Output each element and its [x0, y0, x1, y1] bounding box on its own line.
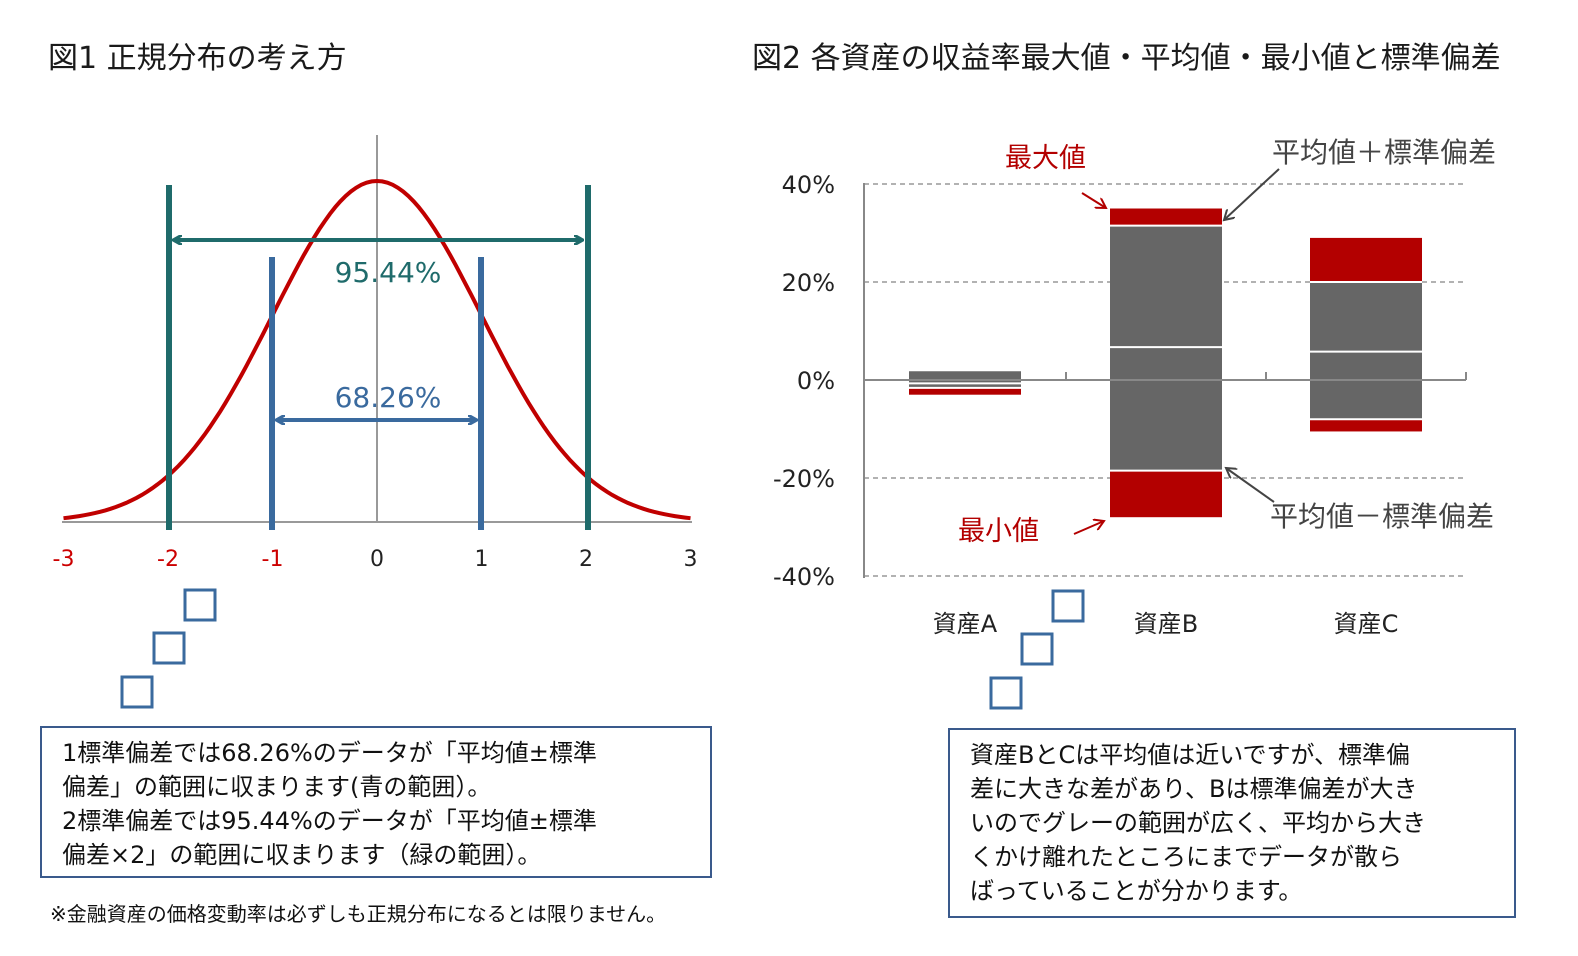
- pct-68-label: 68.26%: [335, 381, 442, 414]
- explanation-line: くかけ離れたところにまでデータが散ら: [970, 843, 1402, 871]
- min-segment: [1110, 470, 1222, 518]
- x-tick-label: 0: [370, 547, 384, 572]
- square-icon: [1051, 589, 1085, 623]
- pct-95-label: 95.44%: [335, 256, 442, 289]
- fig2-bars: [909, 208, 1422, 518]
- min-segment: [1310, 419, 1422, 432]
- explanation-line: いのでグレーの範囲が広く、平均から大き: [970, 809, 1426, 837]
- y-tick-label: 0%: [797, 367, 835, 395]
- x-tick-label: 3: [684, 547, 698, 572]
- min-value-label: 最小値: [958, 516, 1039, 547]
- category-label: 資産A: [933, 610, 998, 638]
- mean-plus-sd-arrow: [1224, 168, 1280, 220]
- asset-bar-group: [909, 369, 1021, 395]
- min-value-arrow: [1073, 521, 1104, 535]
- explanation-line: ばっていることが分かります。: [970, 877, 1303, 905]
- explanation-line: 偏差×2」の範囲に収まります（緑の範囲）。: [62, 841, 542, 869]
- explanation-line: 資産BとCは平均値は近いですが、標準偏: [970, 741, 1411, 769]
- explanation-box-left: 1標準偏差では68.26%のデータが「平均値±標準 偏差」の範囲に収まります(青…: [40, 726, 712, 878]
- square-icon: [1020, 632, 1054, 666]
- figure1-title: 図1 正規分布の考え方: [48, 41, 347, 76]
- explanation-box-right: 資産BとCは平均値は近いですが、標準偏 差に大きな差があり、Bは標準偏差が大き …: [948, 728, 1516, 918]
- figure2-title: 図2 各資産の収益率最大値・平均値・最小値と標準偏差: [752, 41, 1501, 76]
- decorative-squares-right: [989, 589, 1085, 710]
- y-tick-label: -20%: [773, 465, 835, 493]
- category-label: 資産C: [1334, 610, 1399, 638]
- x-tick-label: 2: [579, 547, 593, 572]
- figure2-plot: 40% 20% 0% -20% -40% 資産A 資産B 資産C 最大値 最小値 平均値＋標準…: [773, 136, 1496, 638]
- asset-bar-group: [1110, 208, 1222, 518]
- square-icon: [989, 676, 1023, 710]
- fig2-x-ticks: [1065, 372, 1467, 380]
- square-icon: [120, 675, 154, 709]
- max-value-arrow: [1081, 192, 1106, 208]
- footnote: ※金融資産の価格変動率は必ずしも正規分布になるとは限りません。: [50, 902, 667, 926]
- square-icon: [152, 631, 186, 665]
- explanation-line: 偏差」の範囲に収まります(青の範囲）。: [62, 773, 492, 801]
- y-tick-label: -40%: [773, 563, 835, 591]
- y-tick-label: 20%: [782, 269, 835, 297]
- x-tick-label: -1: [262, 547, 284, 572]
- figure1-plot: 95.44% 68.26% -3 -2 -1 0 1 2 3: [53, 135, 698, 572]
- decorative-squares-left: [120, 588, 217, 709]
- x-tick-label: 1: [475, 547, 489, 572]
- mean-minus-sd-arrow: [1226, 468, 1275, 503]
- asset-bar-group: [1310, 237, 1422, 432]
- mean-minus-sd-label: 平均値－標準偏差: [1270, 500, 1494, 533]
- mean-plus-sd-label: 平均値＋標準偏差: [1272, 136, 1496, 169]
- min-segment: [909, 387, 1021, 395]
- category-label: 資産B: [1134, 610, 1198, 638]
- max-value-label: 最大値: [1005, 143, 1086, 174]
- fig2-tick-labels: 40% 20% 0% -20% -40% 資産A 資産B 資産C: [773, 171, 1398, 638]
- fig1-x-tick-labels: -3 -2 -1 0 1 2 3: [53, 547, 698, 572]
- explanation-line: 1標準偏差では68.26%のデータが「平均値±標準: [62, 739, 597, 767]
- x-tick-label: -2: [157, 547, 179, 572]
- y-tick-label: 40%: [782, 171, 835, 199]
- explanation-line: 差に大きな差があり、Bは標準偏差が大き: [970, 775, 1418, 803]
- max-segment: [1310, 237, 1422, 282]
- square-icon: [183, 588, 217, 622]
- explanation-line: 2標準偏差では95.44%のデータが「平均値±標準: [62, 807, 597, 835]
- x-tick-label: -3: [53, 547, 75, 572]
- max-segment: [1110, 208, 1222, 226]
